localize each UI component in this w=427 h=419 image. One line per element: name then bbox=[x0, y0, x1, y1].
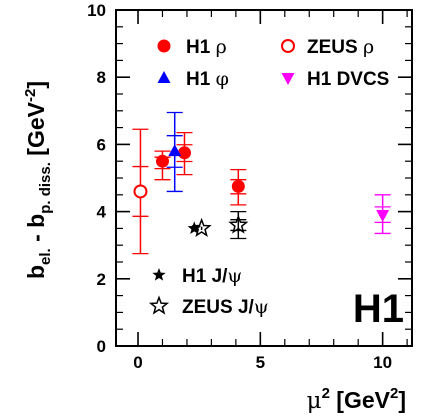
data-point bbox=[154, 150, 171, 181]
marker bbox=[133, 184, 148, 199]
marker bbox=[187, 221, 201, 235]
legend-label: H1 φ bbox=[186, 68, 229, 90]
y-tick-label: 4 bbox=[97, 203, 107, 222]
data-point bbox=[187, 221, 201, 235]
legend-label: ZEUS J/ψ bbox=[182, 296, 269, 318]
legend-marker bbox=[152, 268, 166, 281]
legend-entry: H1 φ bbox=[157, 68, 229, 90]
legend-entry: ZEUS ρ bbox=[281, 36, 374, 58]
legend-entry: H1 ρ bbox=[157, 36, 227, 58]
legend-marker bbox=[148, 295, 170, 315]
legend-marker bbox=[157, 39, 171, 53]
marker bbox=[177, 146, 191, 160]
data-point bbox=[191, 217, 212, 237]
marker bbox=[191, 217, 212, 237]
y-tick-label: 0 bbox=[97, 337, 106, 356]
legend-label: H1 DVCS bbox=[307, 69, 389, 90]
marker bbox=[228, 214, 249, 234]
legend-marker bbox=[281, 39, 295, 53]
legend-marker bbox=[281, 73, 295, 85]
data-point bbox=[374, 194, 391, 235]
marker bbox=[168, 144, 182, 157]
marker bbox=[376, 209, 390, 222]
legend-entry: ZEUS J/ψ bbox=[148, 295, 269, 318]
marker bbox=[155, 154, 169, 168]
legend-marker bbox=[157, 71, 171, 83]
data-point bbox=[132, 128, 149, 255]
data-point bbox=[228, 210, 249, 240]
legend-entry: H1 J/ψ bbox=[152, 265, 242, 287]
x-tick-label: 10 bbox=[373, 353, 392, 372]
legend-label: H1 J/ψ bbox=[182, 265, 242, 287]
y-tick-label: 2 bbox=[97, 270, 106, 289]
data-point bbox=[166, 111, 183, 193]
data-point bbox=[176, 131, 193, 176]
legend-label: H1 ρ bbox=[186, 36, 227, 58]
marker bbox=[231, 179, 245, 193]
y-axis-title: bel. - bp. diss. [GeV-2] bbox=[22, 81, 54, 279]
data-point bbox=[230, 168, 247, 206]
legend-entry: H1 DVCS bbox=[281, 69, 389, 90]
h1-badge: H1 bbox=[353, 287, 404, 331]
y-tick-label: 8 bbox=[97, 68, 106, 87]
x-tick-label: 0 bbox=[133, 353, 142, 372]
x-axis-title: μ2 [GeV2] bbox=[307, 385, 406, 414]
legend-label: ZEUS ρ bbox=[307, 36, 374, 58]
y-tick-label: 6 bbox=[97, 135, 106, 154]
y-tick-label: 10 bbox=[87, 1, 106, 20]
x-tick-label: 5 bbox=[256, 353, 265, 372]
